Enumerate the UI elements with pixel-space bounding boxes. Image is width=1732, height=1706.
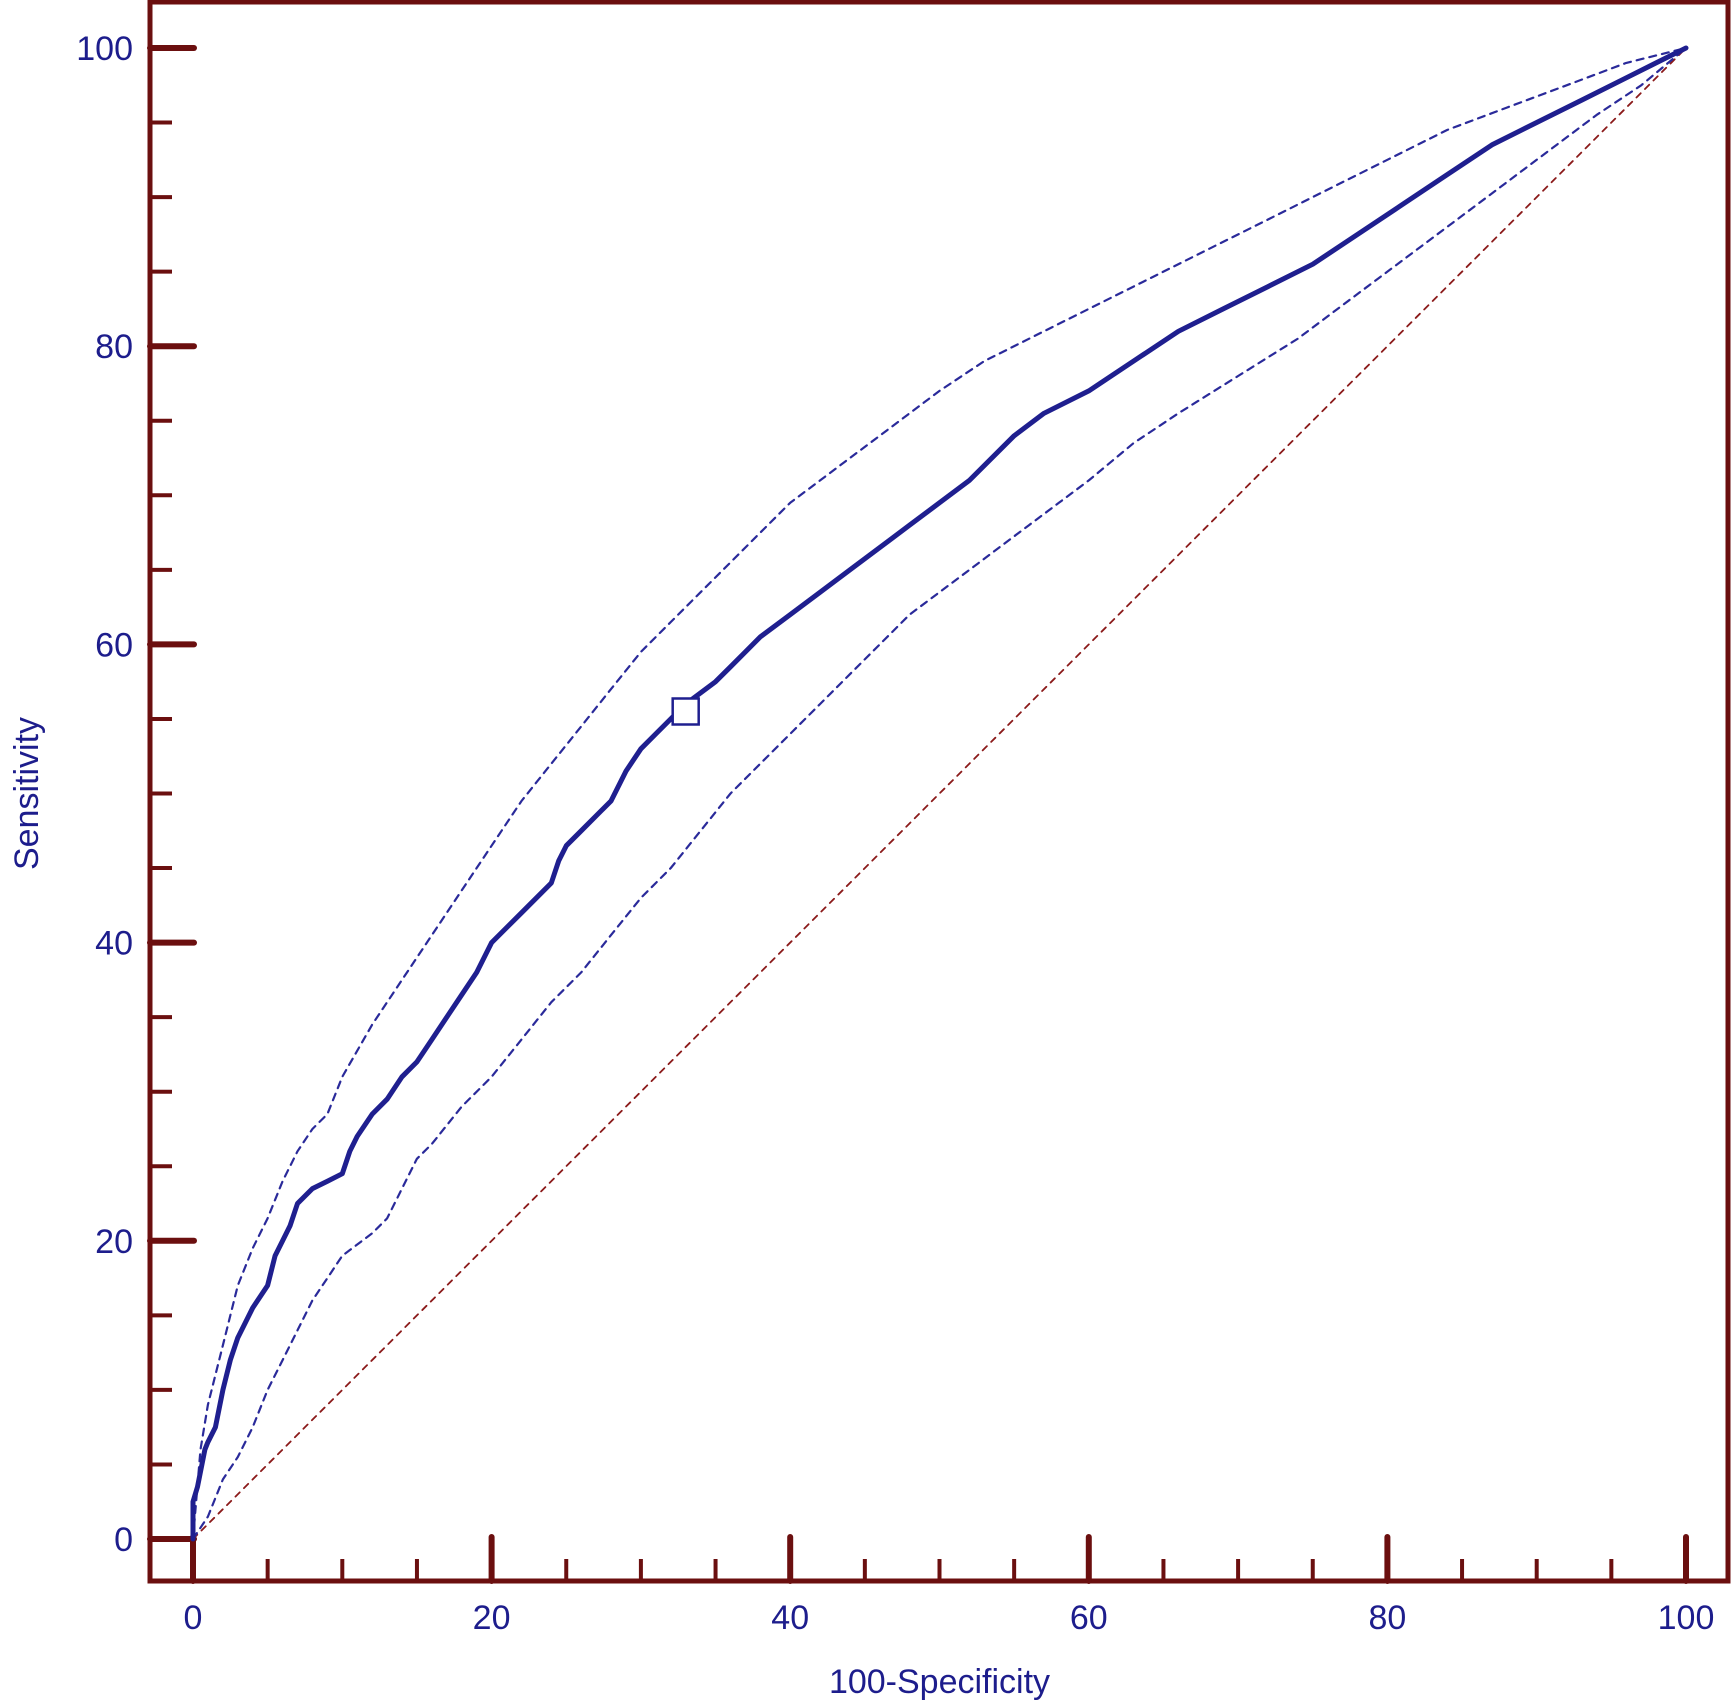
- y-tick-label: 40: [95, 925, 133, 963]
- y-tick-label: 60: [95, 626, 133, 664]
- x-tick-label: 20: [473, 1599, 511, 1637]
- x-tick-label: 40: [771, 1599, 809, 1637]
- x-tick-label: 100: [1658, 1599, 1715, 1637]
- ci-lower-line: [191, 46, 1688, 1541]
- x-tick-label: 60: [1070, 1599, 1108, 1637]
- x-tick-label: 0: [184, 1599, 203, 1637]
- x-tick-label: 80: [1368, 1599, 1406, 1637]
- y-tick-label: 80: [95, 328, 133, 366]
- y-tick-label: 100: [76, 30, 133, 68]
- optimal-cutoff-marker: [671, 697, 700, 726]
- x-axis-title: 100-Specificity: [829, 1663, 1050, 1701]
- y-axis-title: Sensitivity: [8, 717, 46, 870]
- y-tick-label: 20: [95, 1223, 133, 1261]
- plot-frame: [147, 0, 1731, 1584]
- reference-diagonal-line: [192, 47, 1687, 1540]
- y-tick-label: 0: [114, 1521, 133, 1559]
- roc-curve-line: [190, 45, 1689, 1542]
- ci-upper-line: [191, 46, 1688, 1541]
